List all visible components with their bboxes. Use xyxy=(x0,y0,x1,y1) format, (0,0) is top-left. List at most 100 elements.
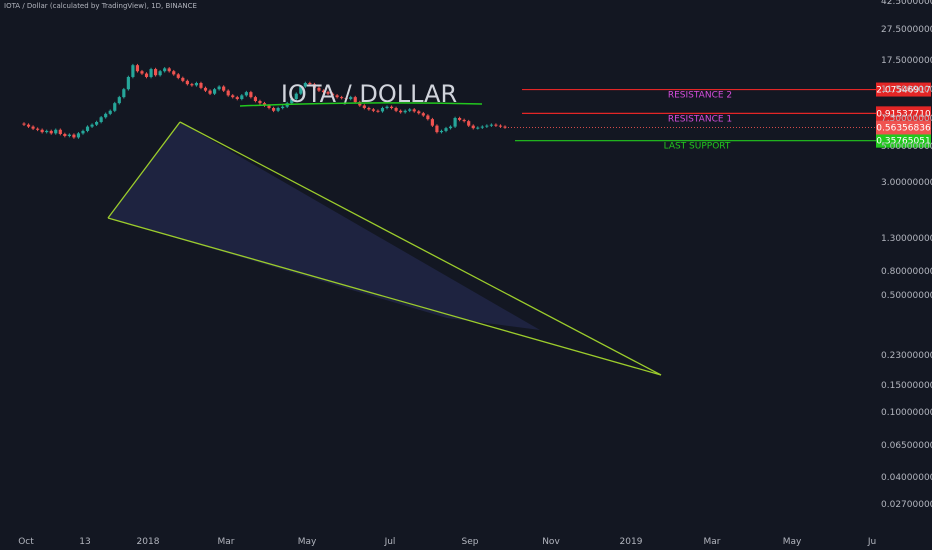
candle-body xyxy=(340,97,344,99)
candle-body xyxy=(394,108,398,111)
x-tick-label: Jul xyxy=(384,537,396,547)
candle-body xyxy=(276,108,280,111)
x-tick-label: 2018 xyxy=(137,537,160,547)
last-price-tag xyxy=(876,120,931,135)
falling-wedge xyxy=(107,121,662,376)
x-tick-label: 13 xyxy=(79,537,90,547)
level-price-text: 2.07546917 xyxy=(876,86,930,96)
candle-body xyxy=(135,65,140,72)
candle-body xyxy=(330,93,335,96)
candle-body xyxy=(154,69,158,76)
candle-body xyxy=(72,134,76,138)
candle-body xyxy=(54,129,58,134)
candle-body xyxy=(76,133,81,138)
candle-body xyxy=(494,124,498,126)
y-tick-label: 1.30000000 xyxy=(881,234,932,244)
wedge-fill xyxy=(108,122,540,330)
candle-body xyxy=(308,83,312,85)
candle-body xyxy=(290,98,294,104)
candle-body xyxy=(358,102,362,106)
candle-body xyxy=(462,119,466,122)
y-tick-label: 0.04000000 xyxy=(881,473,932,483)
candle-body xyxy=(176,74,180,78)
candle-body xyxy=(240,95,244,99)
wedge-upper-line xyxy=(179,121,662,376)
candle-body xyxy=(231,95,235,98)
level-label: RESISTANCE 1 xyxy=(668,114,732,124)
y-tick-label: 0.06500000 xyxy=(881,441,932,451)
candle-body xyxy=(480,126,484,128)
candle-body xyxy=(417,111,421,114)
candle-body xyxy=(453,118,457,127)
candle-body xyxy=(167,68,171,72)
candle-body xyxy=(222,86,226,91)
candle-body xyxy=(181,77,185,81)
candle-body xyxy=(208,90,212,94)
candle-body xyxy=(426,115,430,120)
candle-body xyxy=(421,113,425,116)
candle-body xyxy=(317,87,321,91)
candle-body xyxy=(435,125,439,133)
candle-body xyxy=(349,97,353,99)
candle-body xyxy=(126,76,130,90)
level-price-text: 0.35765051 xyxy=(876,137,930,147)
candle-body xyxy=(122,89,126,98)
y-tick-label: 0.50000000 xyxy=(881,291,932,301)
candle-body xyxy=(158,71,162,76)
y-tick-label: 27.50000000 xyxy=(881,25,932,35)
candle-body xyxy=(67,134,71,136)
price-levels: RESISTANCE 2 2.07546917 RESISTANCE 1 0.9153… xyxy=(505,82,931,152)
candle-body xyxy=(131,65,135,77)
candle-body xyxy=(476,127,480,129)
candle-body xyxy=(294,93,298,99)
last-price-text: 0.56356836 xyxy=(876,123,931,133)
x-tick-label: May xyxy=(783,537,802,547)
x-tick-label: 2019 xyxy=(620,537,643,547)
x-tick-label: Mar xyxy=(218,537,235,547)
wedge-lower-line xyxy=(107,217,662,376)
candle-body xyxy=(353,97,357,103)
candle-body xyxy=(113,103,117,111)
candle-body xyxy=(203,87,208,91)
candle-body xyxy=(489,124,493,126)
candle-body xyxy=(371,109,375,111)
candle-body xyxy=(49,130,53,134)
candle-body xyxy=(90,124,94,127)
x-tick-label: Mar xyxy=(704,537,721,547)
title-underline xyxy=(239,102,483,107)
candle-body xyxy=(140,71,144,74)
candle-body xyxy=(376,110,380,112)
x-tick-label: Sep xyxy=(462,537,479,547)
candle-body xyxy=(108,110,112,114)
candle-body xyxy=(439,130,444,133)
candle-body xyxy=(45,130,49,133)
candle-body xyxy=(217,86,221,90)
candle-body xyxy=(185,80,189,85)
candle-body xyxy=(267,105,271,109)
candle-body xyxy=(244,92,248,96)
candle-body xyxy=(190,84,194,86)
x-axis: Oct 13 2018 Mar May Jul Sep Nov 2019 Mar May Ju xyxy=(18,537,876,547)
candle-body xyxy=(235,97,239,99)
candle-body xyxy=(258,100,262,104)
level-price-text: 0.91537710 xyxy=(876,109,931,119)
level-label: RESISTANCE 2 xyxy=(668,91,732,101)
candle-body xyxy=(321,90,326,93)
candle-body xyxy=(194,83,199,86)
candle-body xyxy=(471,125,475,129)
candle-body xyxy=(58,129,62,134)
candle-body xyxy=(95,121,99,125)
candle-body xyxy=(362,105,366,109)
candle-body xyxy=(299,86,303,94)
y-tick-label: 0.10000000 xyxy=(881,408,932,418)
y-tick-label: 7.50000000 xyxy=(881,114,932,124)
candle-body xyxy=(117,97,121,104)
y-axis: 42.50000000 27.50000000 17.50000000 11.5000… xyxy=(881,0,932,510)
x-tick-label: May xyxy=(298,537,317,547)
candle-body xyxy=(408,109,412,111)
wedge-left-line xyxy=(107,121,181,219)
candle-body xyxy=(22,123,26,125)
candle-body xyxy=(344,98,348,100)
